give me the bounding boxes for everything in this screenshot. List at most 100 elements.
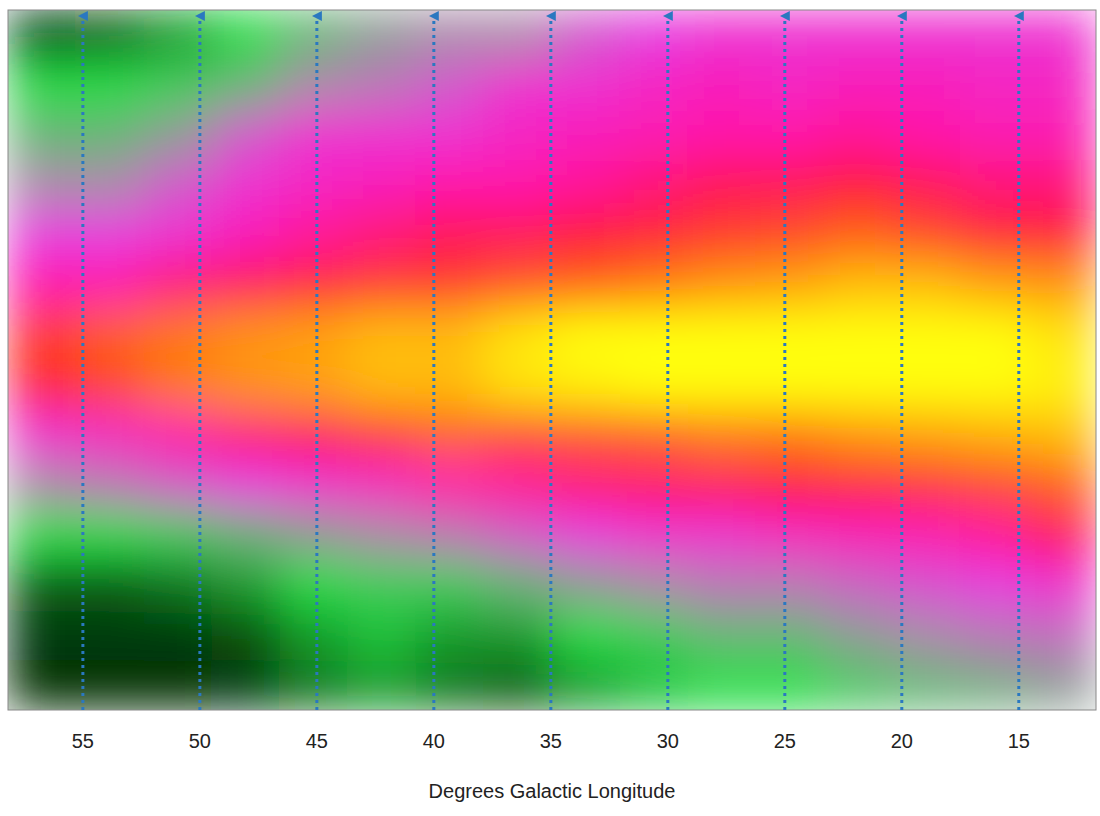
heatmap-cell xyxy=(824,10,893,61)
heatmap-cell xyxy=(76,560,145,611)
heatmap-cell xyxy=(212,160,281,211)
heatmap-cell xyxy=(688,60,757,111)
heatmap-cell xyxy=(144,460,213,511)
heatmap-cell xyxy=(76,60,145,111)
heatmap-cell xyxy=(212,60,281,111)
grid-line xyxy=(315,16,318,710)
heatmap-cell xyxy=(484,60,553,111)
heatmap-cell xyxy=(688,160,757,211)
heatmap-cell xyxy=(348,610,417,661)
heatmap-cell xyxy=(8,260,77,311)
heatmap-cell xyxy=(76,260,145,311)
grid-line xyxy=(198,16,201,710)
heatmap-cell xyxy=(416,660,485,711)
heatmap-cell xyxy=(212,110,281,161)
heatmap-cell xyxy=(416,10,485,61)
heatmap-cell xyxy=(688,10,757,61)
heatmap-cell xyxy=(688,360,757,411)
heatmap-cell xyxy=(688,310,757,361)
heatmap-cell xyxy=(280,510,349,561)
heatmap-cell xyxy=(348,410,417,461)
heatmap-cell xyxy=(756,360,825,411)
heatmap-cell xyxy=(620,260,689,311)
heatmap-cell xyxy=(688,560,757,611)
heatmap-cell xyxy=(76,160,145,211)
heatmap-cell xyxy=(1028,210,1097,261)
heatmap-cell xyxy=(76,610,145,661)
heatmap-cell xyxy=(688,110,757,161)
heatmap-cell xyxy=(280,360,349,411)
heatmap-cell xyxy=(416,260,485,311)
heatmap-cell xyxy=(416,160,485,211)
heatmap-cell xyxy=(416,460,485,511)
tick-label: 30 xyxy=(657,730,679,752)
heatmap-cell xyxy=(348,310,417,361)
heatmap-cell xyxy=(552,110,621,161)
heatmap-cell xyxy=(484,160,553,211)
heatmap-cell xyxy=(756,60,825,111)
heatmap-cell xyxy=(144,110,213,161)
heatmap-cell xyxy=(144,260,213,311)
tick-label: 25 xyxy=(774,730,796,752)
heatmap-cell xyxy=(212,660,281,711)
heatmap-cell xyxy=(348,510,417,561)
heatmap-cell xyxy=(484,410,553,461)
chart: 555045403530252015Degrees Galactic Longi… xyxy=(0,0,1100,816)
heatmap-cell xyxy=(1028,310,1097,361)
heatmap-cell xyxy=(212,360,281,411)
heatmap-cell xyxy=(484,10,553,61)
heatmap-cell xyxy=(348,560,417,611)
heatmap-cell xyxy=(280,610,349,661)
heatmap-cell xyxy=(552,660,621,711)
heatmap-cell xyxy=(620,310,689,361)
heatmap-cell xyxy=(824,510,893,561)
grid-line xyxy=(783,16,786,710)
heatmap-cell xyxy=(144,410,213,461)
heatmap-cell xyxy=(348,160,417,211)
grid-line xyxy=(666,16,669,710)
heatmap-cell xyxy=(484,560,553,611)
grid-line xyxy=(1017,16,1020,710)
tick-label: 40 xyxy=(423,730,445,752)
heatmap-cell xyxy=(824,260,893,311)
heatmap-cell xyxy=(416,610,485,661)
heatmap-cell xyxy=(1028,110,1097,161)
heatmap-cell xyxy=(8,510,77,561)
heatmap-cell xyxy=(824,410,893,461)
heatmap-cell xyxy=(552,160,621,211)
heatmap-cell xyxy=(76,660,145,711)
heatmap-cell xyxy=(212,560,281,611)
heatmap-cell xyxy=(348,60,417,111)
heatmap-cell xyxy=(144,310,213,361)
heatmap-cell xyxy=(212,410,281,461)
heatmap-cell xyxy=(144,160,213,211)
heatmap-cell xyxy=(484,460,553,511)
heatmap-cell xyxy=(212,510,281,561)
heatmap-cell xyxy=(1028,360,1097,411)
heatmap-cell xyxy=(484,510,553,561)
heatmap-cell xyxy=(8,110,77,161)
heatmap-cell xyxy=(688,260,757,311)
heatmap-cell xyxy=(144,210,213,261)
heatmap-cell xyxy=(620,610,689,661)
tick-label: 55 xyxy=(72,730,94,752)
heatmap-cell xyxy=(688,410,757,461)
heatmap-cell xyxy=(280,460,349,511)
heatmap-cell xyxy=(552,360,621,411)
heatmap-cell xyxy=(756,410,825,461)
heatmap-cell xyxy=(144,510,213,561)
grid-line xyxy=(81,16,84,710)
heatmap-cell xyxy=(144,610,213,661)
grid-line xyxy=(549,16,552,710)
heatmap-cell xyxy=(1028,460,1097,511)
heatmap-cell xyxy=(8,310,77,361)
heatmap-cell xyxy=(484,110,553,161)
heatmap-cell xyxy=(688,610,757,661)
heatmap-cell xyxy=(620,110,689,161)
heatmap-cell xyxy=(620,210,689,261)
heatmap-cell xyxy=(756,660,825,711)
heatmap-cell xyxy=(484,610,553,661)
heatmap-cell xyxy=(1028,510,1097,561)
heatmap-cell xyxy=(756,260,825,311)
heatmap-cell xyxy=(8,560,77,611)
